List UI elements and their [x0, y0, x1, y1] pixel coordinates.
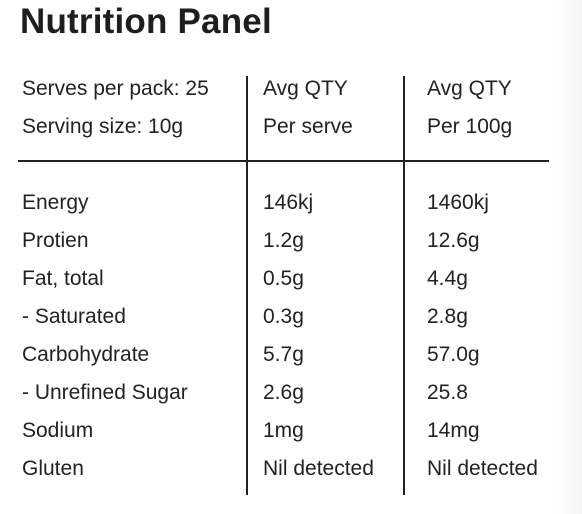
row-name: Energy: [22, 191, 89, 214]
row-per-serve: 2.6g: [263, 381, 304, 404]
row-name: - Saturated: [22, 305, 126, 328]
row-name: Sodium: [22, 419, 94, 442]
per-serve-header-unit: Per serve: [263, 115, 353, 138]
row-per-100g: 2.8g: [427, 305, 468, 328]
row-per-100g: 25.8: [427, 381, 468, 404]
row-per-serve: Nil detected: [263, 457, 374, 480]
row-per-serve: 0.5g: [263, 267, 304, 290]
row-per-serve: 146kj: [263, 191, 314, 214]
header-divider: [18, 160, 549, 162]
page-edge-shadow: [556, 0, 582, 514]
row-name: Protien: [22, 229, 89, 252]
per-100g-header-unit: Per 100g: [427, 115, 513, 138]
row-name: Gluten: [22, 457, 84, 480]
row-name: - Unrefined Sugar: [22, 381, 188, 404]
row-per-100g: 12.6g: [427, 229, 480, 252]
row-per-serve: 1.2g: [263, 229, 304, 252]
row-per-100g: 14mg: [427, 419, 480, 442]
per-100g-header-qty: Avg QTY: [427, 77, 512, 100]
row-per-100g: 1460kj: [427, 191, 489, 214]
serves-per-pack: Serves per pack: 25: [22, 77, 209, 100]
row-per-100g: 4.4g: [427, 267, 468, 290]
row-name: Fat, total: [22, 267, 104, 290]
row-per-serve: 0.3g: [263, 305, 304, 328]
row-per-100g: 57.0g: [427, 343, 480, 366]
page-title: Nutrition Panel: [20, 2, 272, 41]
row-name: Carbohydrate: [22, 343, 150, 366]
column-divider-left: [246, 76, 248, 495]
row-per-serve: 1mg: [263, 419, 304, 442]
column-divider-right: [403, 76, 405, 495]
serving-size: Serving size: 10g: [22, 115, 184, 138]
row-per-serve: 5.7g: [263, 343, 304, 366]
row-per-100g: Nil detected: [427, 457, 538, 480]
per-serve-header-qty: Avg QTY: [263, 77, 348, 100]
